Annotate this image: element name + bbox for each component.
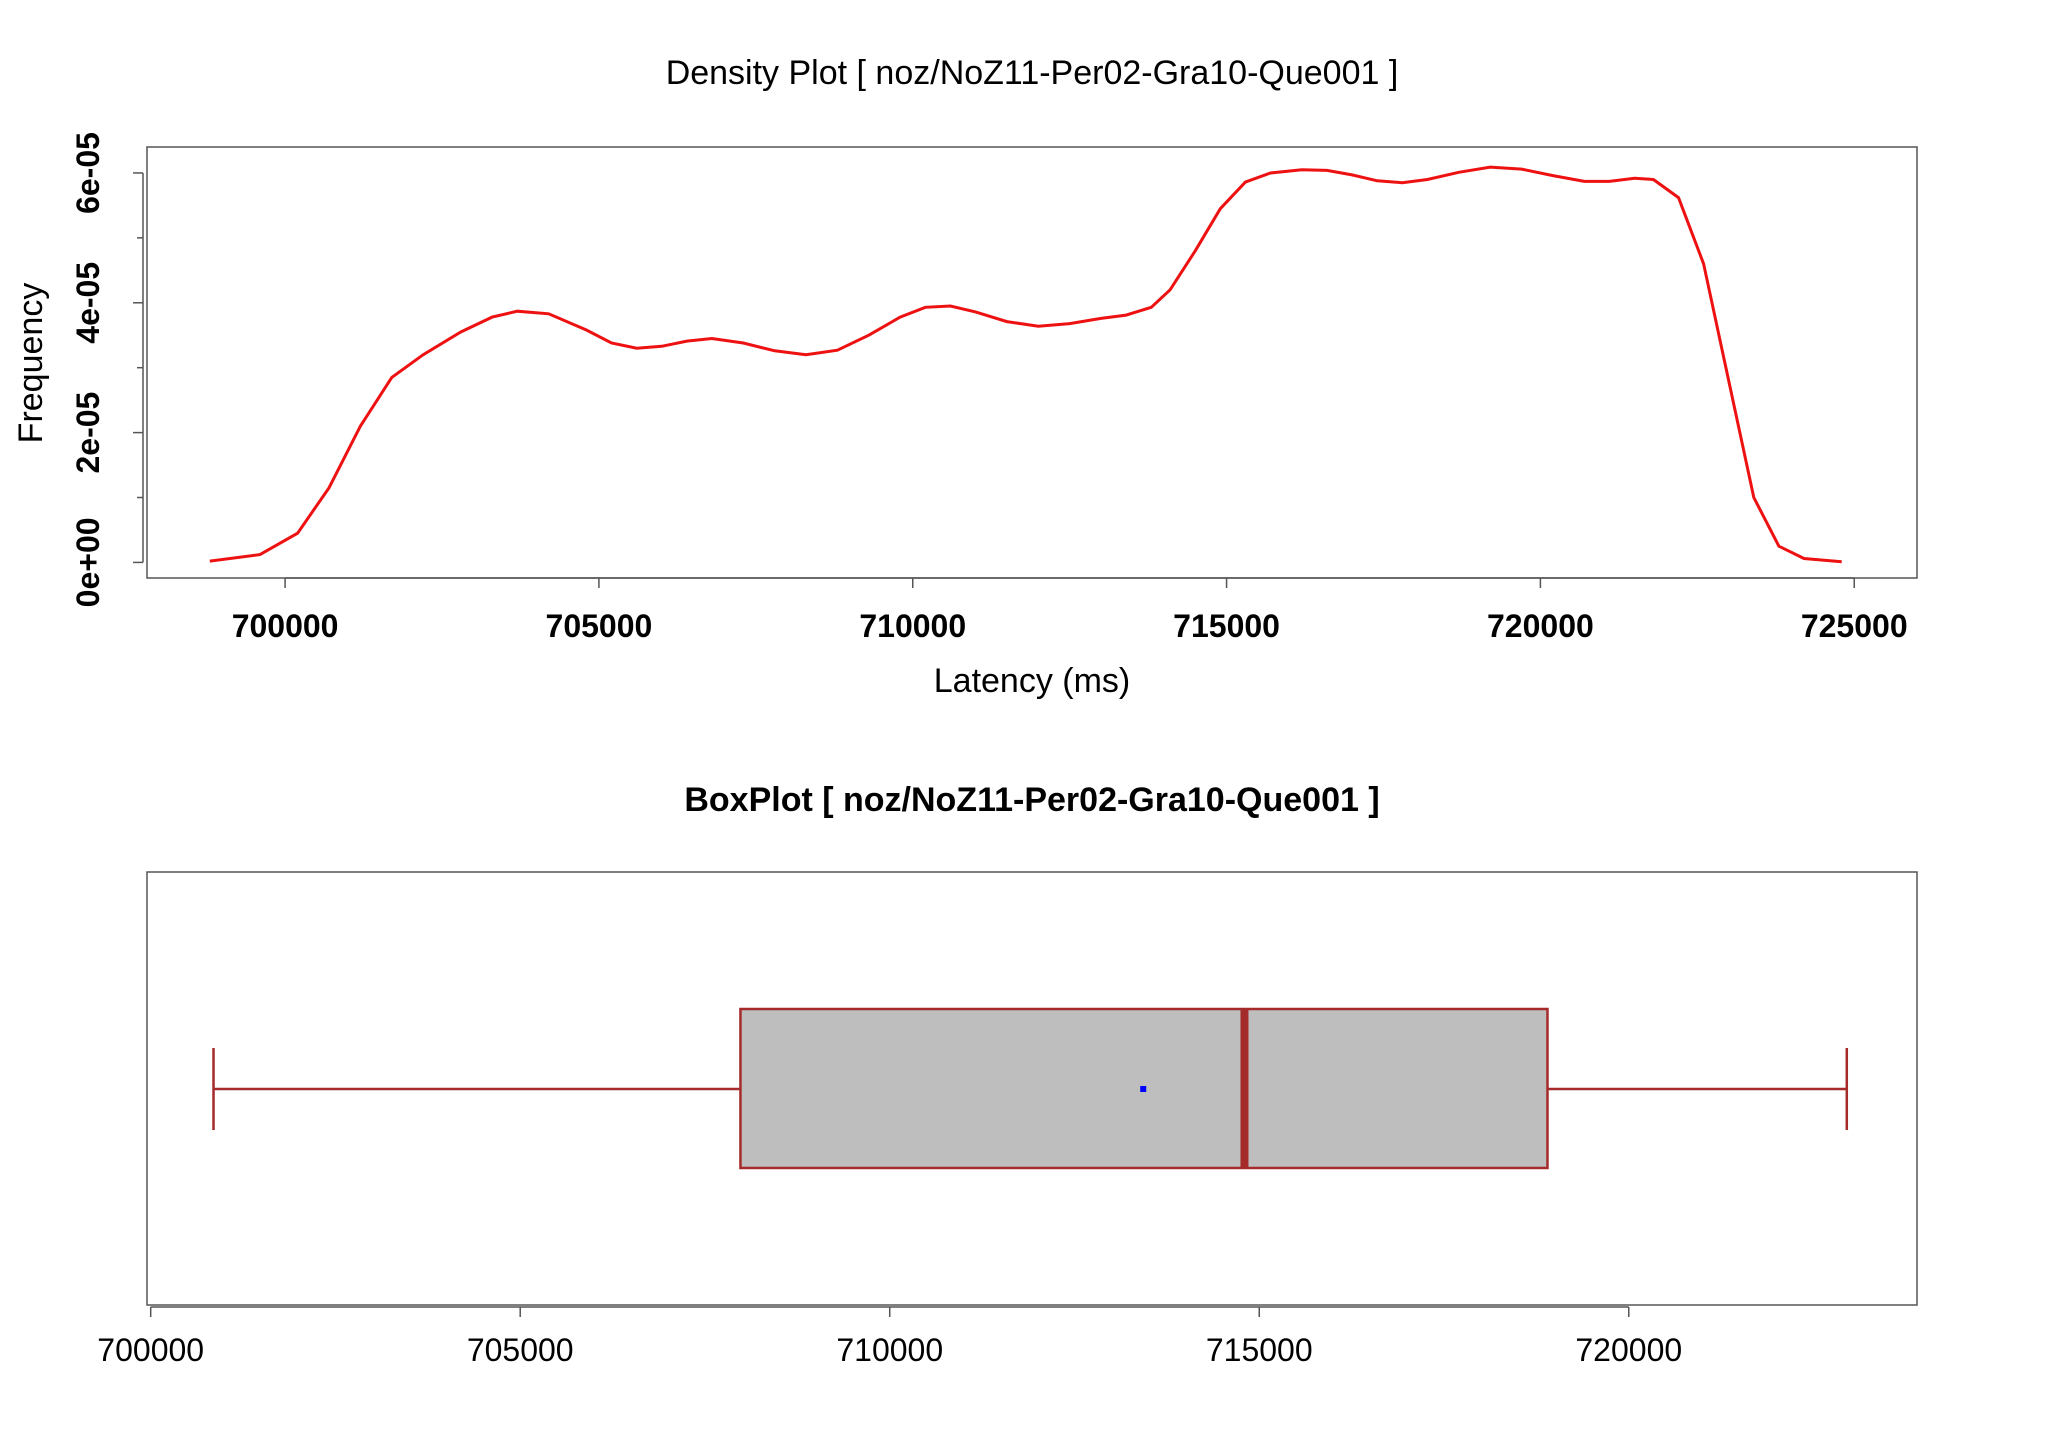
- box-plot-panel: BoxPlot [ noz/NoZ11-Per02-Gra10-Que001 ]…: [97, 781, 1918, 1368]
- density-x-tick-label: 705000: [546, 608, 653, 644]
- box-x-tick-label: 705000: [467, 1332, 574, 1368]
- box-x-tick-label: 710000: [836, 1332, 943, 1368]
- box-plot-frame: [146, 871, 1918, 1306]
- box-plot-marks: [212, 1007, 1849, 1170]
- density-x-tick-label: 725000: [1801, 608, 1908, 644]
- density-y-tick-label: 0e+00: [70, 517, 106, 607]
- density-y-axis: 0e+00 2e-05 4e-05 6e-05: [70, 132, 144, 607]
- density-x-axis-label: Latency (ms): [934, 662, 1131, 700]
- density-x-tick-label: 720000: [1487, 608, 1594, 644]
- box-x-tick-label: 700000: [97, 1332, 204, 1368]
- density-x-tick-label: 715000: [1173, 608, 1280, 644]
- density-plot-panel: Density Plot [ noz/NoZ11-Per02-Gra10-Que…: [12, 54, 1918, 700]
- box-plot-title: BoxPlot [ noz/NoZ11-Per02-Gra10-Que001 ]: [684, 781, 1379, 819]
- density-y-tick-label: 2e-05: [70, 392, 106, 474]
- mean-point: [1140, 1086, 1147, 1092]
- density-y-tick-label: 6e-05: [70, 132, 106, 214]
- density-y-tick-label: 4e-05: [70, 262, 106, 344]
- density-x-axis: 700000 705000 710000 715000 720000 725000: [232, 577, 1908, 644]
- box-x-tick-label: 715000: [1206, 1332, 1313, 1368]
- box-x-axis: 700000 705000 710000 715000 720000: [97, 1306, 1682, 1368]
- density-curve: [209, 165, 1842, 564]
- density-plot-title: Density Plot [ noz/NoZ11-Per02-Gra10-Que…: [666, 54, 1399, 92]
- box-x-tick-label: 720000: [1575, 1332, 1682, 1368]
- density-y-axis-label: Frequency: [12, 283, 50, 444]
- density-x-tick-label: 710000: [859, 608, 966, 644]
- density-x-tick-label: 700000: [232, 608, 339, 644]
